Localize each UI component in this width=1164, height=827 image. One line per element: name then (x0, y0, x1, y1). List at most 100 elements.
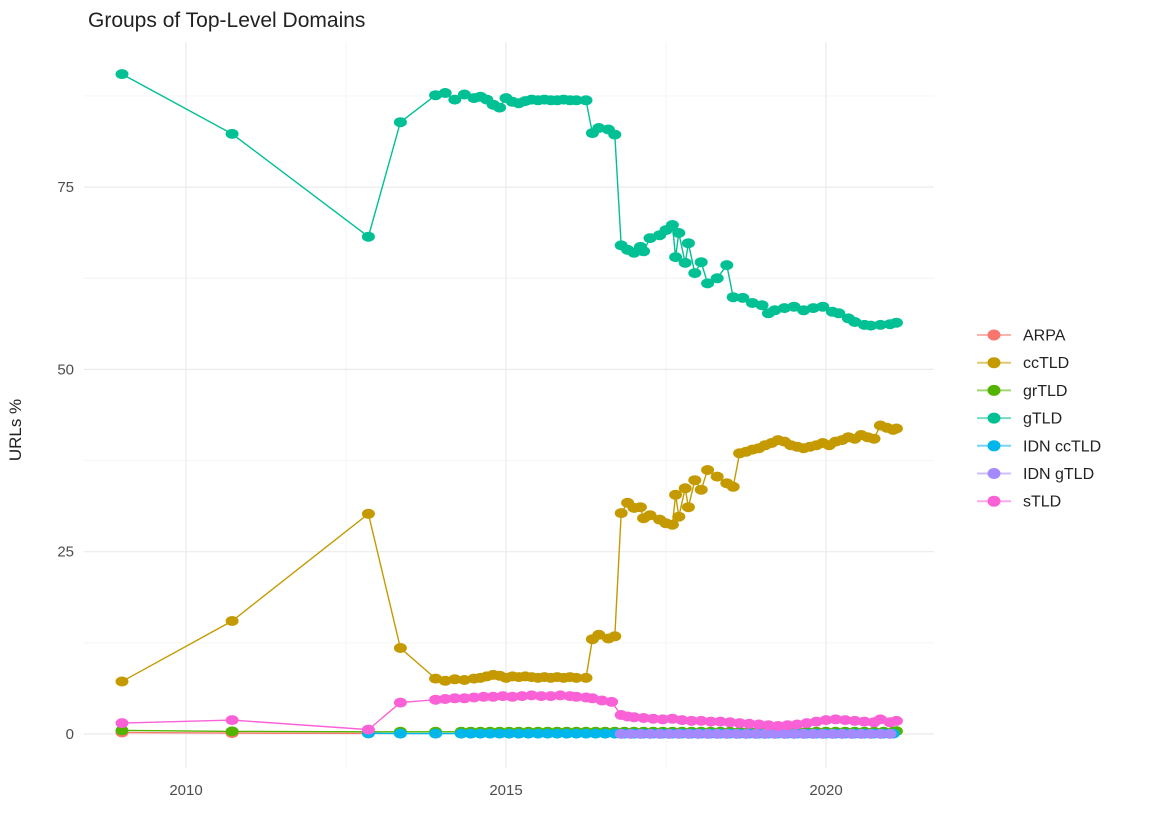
data-point (541, 728, 555, 739)
x-tick-label: 2015 (489, 782, 522, 799)
legend-item-grtld: grTLD (977, 383, 1067, 400)
legend-label: IDN gTLD (1023, 466, 1094, 483)
data-point (726, 292, 740, 303)
data-point (854, 728, 868, 739)
data-point (429, 728, 443, 739)
data-point (115, 718, 129, 729)
data-point (225, 715, 239, 726)
data-point (672, 228, 686, 238)
data-point (710, 471, 724, 482)
legend-key-dot (987, 468, 1001, 479)
data-point (867, 433, 881, 444)
data-point (633, 728, 647, 739)
data-point (493, 728, 507, 739)
data-point (691, 728, 705, 739)
data-point (694, 484, 708, 495)
data-point (729, 728, 743, 739)
data-point (675, 715, 689, 726)
data-point (806, 728, 820, 739)
data-point (457, 675, 471, 685)
y-tick-label: 25 (57, 544, 74, 561)
legend-label: gTLD (1023, 411, 1062, 428)
data-point (710, 728, 724, 739)
data-point (608, 129, 622, 140)
data-point (531, 728, 545, 739)
legend-key-dot (987, 357, 1001, 369)
series-idn-gtld (614, 728, 897, 739)
data-point (553, 690, 567, 701)
data-point (726, 481, 740, 492)
data-point (739, 728, 753, 739)
data-point (723, 717, 737, 728)
data-point (694, 715, 708, 726)
data-point (678, 257, 692, 268)
data-point (672, 511, 686, 522)
legend-key-dot (987, 495, 1001, 507)
data-point (448, 693, 462, 704)
data-point (665, 220, 679, 230)
data-point (681, 502, 695, 513)
data-point (672, 728, 686, 739)
data-point (595, 695, 609, 706)
data-point (755, 300, 769, 311)
data-point (486, 691, 500, 702)
legend-label: IDN ccTLD (1023, 438, 1101, 455)
data-point (685, 715, 699, 726)
data-point (550, 728, 564, 739)
data-point (790, 719, 804, 730)
data-point (608, 631, 622, 642)
data-point (560, 728, 574, 739)
series-gtld (115, 69, 903, 331)
data-point (467, 692, 481, 703)
data-point (816, 728, 830, 739)
data-point (889, 715, 903, 726)
series-arpa (115, 727, 375, 739)
series-line-gtld (121, 73, 897, 327)
data-point (393, 643, 407, 653)
data-point (627, 712, 641, 723)
data-point (473, 728, 487, 739)
data-point (569, 95, 583, 106)
data-point (819, 715, 833, 726)
data-point (448, 94, 462, 105)
chart-title: Groups of Top-Level Domains (88, 9, 365, 32)
legend-label: sTLD (1023, 494, 1061, 511)
legend-item-gtld: gTLD (977, 411, 1062, 428)
y-axis-title: URLs % (6, 399, 25, 461)
data-point (713, 716, 727, 727)
data-point (653, 728, 667, 739)
data-point (464, 728, 478, 739)
data-point (544, 691, 558, 702)
data-point (787, 728, 801, 739)
data-point (637, 246, 651, 257)
legend-item-idn-gtld: IDN gTLD (977, 466, 1094, 483)
data-point (829, 714, 843, 725)
data-point (579, 728, 593, 739)
x-tick-label: 2020 (809, 782, 842, 799)
legend-item-arpa: ARPA (977, 328, 1066, 345)
data-point (694, 257, 708, 268)
data-point (864, 320, 878, 331)
data-point (361, 724, 375, 735)
data-point (457, 693, 471, 704)
data-point (701, 465, 715, 475)
data-point (569, 728, 583, 739)
data-point (720, 260, 734, 271)
legend-key-dot (987, 329, 1001, 341)
data-point (448, 674, 462, 685)
data-point (115, 725, 129, 736)
data-point (777, 303, 791, 314)
data-point (883, 728, 897, 739)
data-point (579, 95, 593, 106)
data-point (643, 728, 657, 739)
series-cctld (115, 420, 903, 687)
data-point (761, 720, 775, 731)
data-point (832, 308, 846, 319)
data-point (771, 721, 785, 731)
data-point (873, 319, 887, 330)
data-point (797, 728, 811, 739)
data-point (521, 728, 535, 739)
data-point (624, 728, 638, 739)
